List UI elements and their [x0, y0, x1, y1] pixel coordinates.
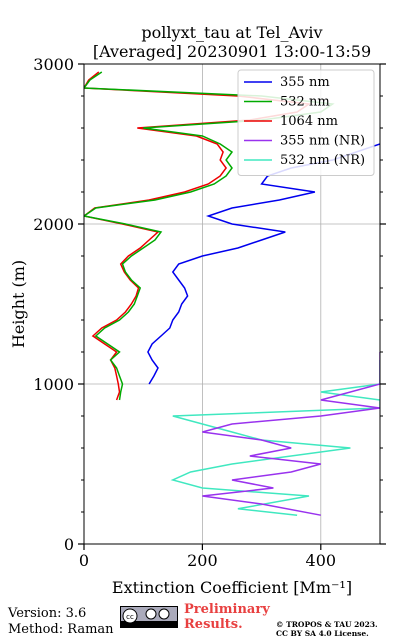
method-text: Method: Raman [8, 622, 114, 637]
extinction-chart: pollyxt_tau at Tel_Aviv [Averaged] 20230… [9, 23, 386, 597]
legend: 355 nm 532 nm 1064 nm 355 nm (NR) 532 nm (NR… [237, 69, 375, 176]
x-tick-label: 400 [306, 551, 337, 570]
series-line-532-nm [84, 71, 335, 401]
y-tick-label: 0 [64, 535, 74, 554]
series-line-355-nm [147, 143, 380, 385]
chart-subtitle: [Averaged] 20230901 13:00-13:59 [93, 42, 371, 61]
x-axis-label: Extinction Coefficient [Mm⁻¹] [112, 578, 352, 597]
y-axis-label: Height (m) [9, 260, 28, 348]
legend-label: 1064 nm [280, 114, 338, 129]
version-text: Version: 3.6 [8, 606, 87, 621]
y-tick-label: 1000 [33, 375, 74, 394]
y-tick-label: 3000 [33, 55, 74, 74]
svg-text:cc: cc [126, 613, 134, 621]
copyright-line-2: CC BY SA 4.0 License. [276, 629, 369, 638]
preliminary-line-1: Preliminary [184, 602, 270, 617]
series-line-532-nm-nr- [170, 360, 380, 516]
cc-license-badge-icon: cc [120, 606, 178, 628]
x-tick-label: 0 [79, 551, 89, 570]
legend-label: 532 nm (NR) [280, 153, 365, 168]
legend-label: 355 nm (NR) [280, 134, 365, 149]
legend-label: 355 nm [280, 75, 330, 90]
series-line-355-nm-nr- [202, 352, 380, 516]
copyright-note: © TROPOS & TAU 2023. CC BY SA 4.0 Licens… [276, 620, 378, 638]
series-layer [84, 71, 380, 516]
preliminary-results-note: Preliminary Results. [184, 602, 270, 632]
copyright-line-1: © TROPOS & TAU 2023. [276, 620, 378, 629]
y-tick-label: 2000 [33, 215, 74, 234]
x-tick-label: 200 [187, 551, 218, 570]
legend-box [237, 69, 375, 176]
preliminary-line-2: Results. [184, 617, 243, 632]
chart-title: pollyxt_tau at Tel_Aviv [141, 23, 322, 42]
plot-frame [83, 63, 381, 545]
legend-label: 532 nm [280, 95, 330, 110]
axis-ticks: 0 200 400 0 1000 2000 3000 [33, 55, 386, 570]
